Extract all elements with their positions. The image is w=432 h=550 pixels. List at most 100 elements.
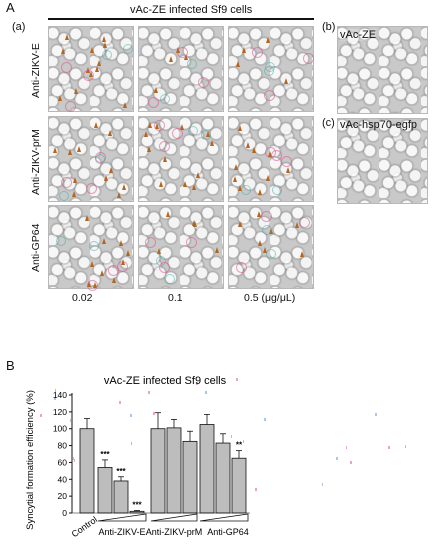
background-speck (148, 391, 150, 395)
cell-outline (171, 127, 183, 139)
arrow-marker-icon (122, 183, 127, 190)
arrow-marker-icon (266, 174, 271, 181)
background-speck (40, 414, 42, 418)
micrograph-vac-hsp70-egfp (337, 118, 428, 204)
arrow-marker-icon (246, 142, 251, 149)
arrow-marker-icon (94, 121, 99, 128)
arrow-marker-icon (232, 175, 237, 182)
cell-outline (159, 141, 171, 153)
cell-outline (188, 126, 199, 137)
cell-outline (101, 50, 112, 61)
bars-group: *********** (72, 412, 250, 514)
background-speck (72, 457, 75, 461)
cell-outline (186, 237, 198, 249)
arrow-marker-icon (242, 46, 247, 53)
cell-outline (265, 248, 276, 259)
y-tick-label: 140 (53, 390, 67, 400)
cell-outline (64, 100, 76, 112)
background-speck (375, 413, 377, 417)
cell-outline (117, 260, 129, 272)
panel-b-letter: B (6, 358, 15, 373)
arrow-marker-icon (283, 77, 288, 84)
cell-outline (264, 90, 276, 102)
background-speck (130, 442, 133, 446)
micrograph-b-label: vAc-ZE (340, 29, 377, 41)
cell-outline (280, 155, 292, 167)
arrow-marker-icon (119, 239, 124, 246)
micrograph-r1-c1 (48, 26, 134, 112)
cell-outline (61, 177, 73, 189)
arrow-marker-icon (159, 181, 164, 188)
cell-outline (159, 93, 170, 104)
background-speck (236, 378, 238, 382)
x-labels-group: Control Anti-ZIKV-E Anti-ZIKV-prM Anti-GP64 (70, 513, 249, 539)
panel-a-letter: A (6, 0, 15, 15)
cell-outline (147, 96, 159, 108)
cell-outline (302, 53, 314, 65)
arrow-marker-icon (117, 191, 122, 198)
y-tick-label: 60 (58, 457, 68, 467)
arrow-marker-icon (52, 146, 57, 153)
arrow-marker-icon (192, 184, 197, 191)
arrow-marker-icon (89, 261, 94, 267)
background-speck (54, 388, 57, 392)
arrow-marker-icon (100, 270, 105, 277)
arrow-marker-icon (68, 149, 73, 156)
arrow-marker-icon (286, 167, 291, 174)
arrow-marker-icon (295, 222, 300, 229)
cell-outline (122, 43, 133, 54)
arrow-marker-icon (65, 33, 70, 40)
arrow-marker-icon (299, 251, 304, 258)
cell-outline (154, 120, 166, 132)
arrow-marker-icon (183, 54, 188, 61)
arrow-marker-icon (146, 146, 151, 153)
background-speck (54, 397, 56, 401)
background-speck (230, 435, 233, 439)
row-label-anti-zikv-prm: Anti-ZIKV-prM (30, 129, 42, 195)
concentration-wedge (150, 513, 198, 522)
subpanel-c-label: (c) (322, 117, 335, 129)
arrow-marker-icon (237, 185, 242, 192)
bar (182, 440, 198, 514)
arrow-marker-icon (143, 131, 148, 138)
arrow-marker-icon (108, 129, 113, 136)
background-speck (196, 382, 198, 386)
arrow-marker-icon (235, 60, 240, 67)
cell-outline (95, 153, 106, 164)
arrow-marker-icon (125, 250, 130, 257)
background-speck (119, 401, 121, 405)
bar (97, 467, 113, 514)
arrow-marker-icon (163, 156, 168, 163)
background-speck (242, 440, 245, 444)
bar (113, 480, 129, 514)
arrow-marker-icon (111, 276, 116, 283)
row-label-anti-gp64: Anti-GP64 (30, 223, 42, 272)
concentration-wedge (199, 513, 249, 522)
cell-outline (58, 191, 69, 202)
arrow-marker-icon (234, 164, 239, 171)
background-speck (321, 482, 324, 486)
background-speck (69, 418, 72, 422)
background-speck (205, 390, 207, 394)
cell-outline (144, 237, 156, 248)
arrow-marker-icon (101, 237, 106, 244)
cell-outline (164, 274, 175, 285)
concentration-wedge (97, 513, 147, 522)
chart-title: vAc-ZE infected Sf9 cells (104, 375, 227, 387)
arrow-marker-icon (103, 41, 108, 48)
arrow-marker-icon (96, 60, 101, 67)
bar-chart: vAc-ZE infected Sf9 cells Syncytial form… (25, 375, 250, 539)
significance-marker: *** (132, 500, 142, 509)
cell-outline (85, 182, 97, 194)
y-axis-label: Syncytial formation efficiency (%) (25, 390, 36, 530)
arrow-marker-icon (262, 246, 267, 253)
subpanel-a-label: (a) (12, 21, 26, 33)
cell-outline (261, 225, 272, 236)
cell-outline (60, 61, 72, 73)
arrow-marker-icon (214, 247, 219, 254)
arrow-marker-icon (89, 47, 94, 54)
cell-outline (265, 61, 276, 72)
micrograph-vac-ze (337, 26, 428, 114)
cell-outline (271, 185, 282, 196)
arrow-marker-icon (101, 35, 106, 42)
